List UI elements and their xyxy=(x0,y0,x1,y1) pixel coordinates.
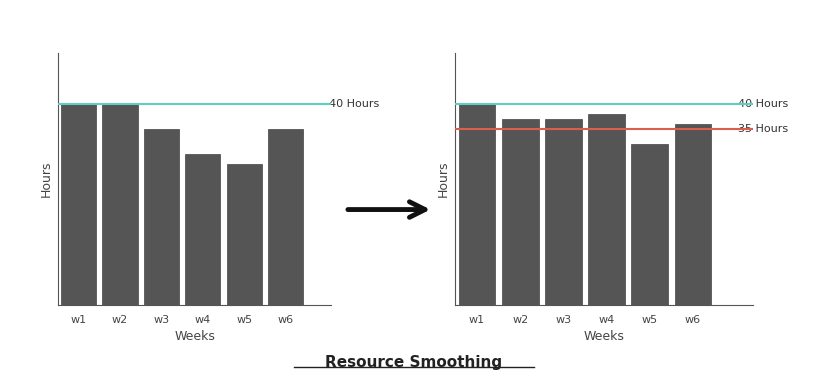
Bar xyxy=(458,104,495,305)
Bar xyxy=(587,114,624,305)
X-axis label: Weeks: Weeks xyxy=(174,330,215,343)
Bar xyxy=(501,119,538,305)
Bar xyxy=(227,164,261,305)
Text: 35 Hours: 35 Hours xyxy=(738,124,787,134)
Bar xyxy=(631,144,667,305)
Y-axis label: Hours: Hours xyxy=(437,161,449,197)
Bar xyxy=(268,129,303,305)
Y-axis label: Hours: Hours xyxy=(40,161,52,197)
X-axis label: Weeks: Weeks xyxy=(583,330,624,343)
Bar xyxy=(185,154,220,305)
Bar xyxy=(674,124,710,305)
Bar xyxy=(544,119,581,305)
Bar xyxy=(103,104,137,305)
Bar xyxy=(144,129,179,305)
Text: Resource Smoothing: Resource Smoothing xyxy=(325,355,502,370)
Text: 40 Hours: 40 Hours xyxy=(738,99,787,109)
Bar xyxy=(61,104,96,305)
Text: 40 Hours: 40 Hours xyxy=(329,99,379,109)
